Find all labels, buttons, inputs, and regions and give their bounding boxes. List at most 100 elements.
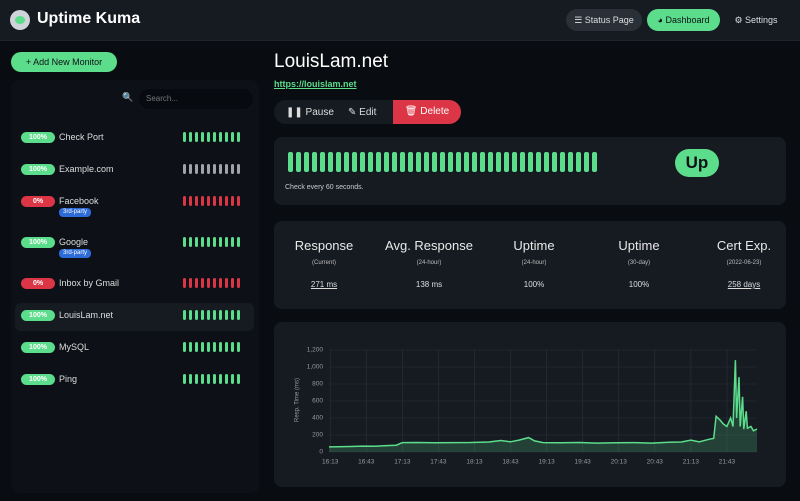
stat-title: Uptime	[513, 238, 555, 253]
heartbeat-bar	[189, 310, 192, 320]
x-tick-label: 18:13	[466, 459, 483, 466]
heartbeat-bar	[219, 237, 222, 247]
stat-title: Response	[294, 238, 354, 253]
y-tick-label: 1,000	[307, 364, 324, 371]
monitor-name[interactable]: Check Port	[59, 132, 104, 142]
heartbeat-bar	[225, 237, 228, 247]
heartbeat-bar	[219, 132, 222, 142]
heartbeat-bar	[520, 152, 525, 172]
heartbeat-bar	[416, 152, 421, 172]
heartbeat-bar	[225, 278, 228, 288]
monitor-tag: 3rd-party	[59, 249, 92, 258]
heartbeat-bar	[195, 278, 198, 288]
heartbeat-bar	[488, 152, 493, 172]
heartbeat-bar	[552, 152, 557, 172]
heartbeat-bar	[183, 164, 186, 174]
heartbeat-bar	[231, 342, 234, 352]
monitor-name[interactable]: Inbox by Gmail	[59, 278, 120, 288]
heartbeat-bar	[207, 196, 210, 206]
heartbeat-bar	[544, 152, 549, 172]
heartbeat-bar	[464, 152, 469, 172]
stat-value[interactable]: 271 ms	[310, 280, 338, 289]
heartbeat-bar	[231, 132, 234, 142]
heartbeat-bar	[183, 342, 186, 352]
monitor-name[interactable]: Ping	[59, 374, 78, 384]
nav-label: Status Page	[584, 15, 634, 25]
heartbeat-bar	[195, 342, 198, 352]
heartbeat-bar	[424, 152, 429, 172]
stat-value[interactable]: 258 days	[727, 280, 761, 289]
heartbeat-bar	[225, 196, 228, 206]
monitor-name[interactable]: Example.com	[59, 164, 114, 174]
uptime-badge: 0%	[21, 278, 55, 289]
add-monitor-button[interactable]: + Add New Monitor	[11, 52, 117, 72]
heartbeat-bar	[195, 237, 198, 247]
heartbeat-bar	[183, 196, 186, 206]
heartbeat-bar	[472, 152, 477, 172]
x-tick-label: 16:13	[322, 459, 339, 466]
nav-label: Settings	[745, 15, 778, 25]
nav-status-page[interactable]: ☰ Status Page	[566, 9, 642, 31]
x-tick-label: 20:13	[611, 459, 628, 466]
delete-button[interactable]: 🗑 Delete	[393, 100, 461, 124]
y-tick-label: 400	[312, 415, 323, 422]
edit-button[interactable]: ✎ Edit	[348, 107, 377, 118]
heartbeat-bar	[536, 152, 541, 172]
monitor-url[interactable]: https://louislam.net	[274, 79, 357, 89]
heartbeat-bar	[201, 132, 204, 142]
heartbeat-bar	[296, 152, 301, 172]
heartbeat-bar	[237, 374, 240, 384]
heartbeat-bar	[183, 132, 186, 142]
heartbeat-bar	[392, 152, 397, 172]
heartbeat-bar	[195, 374, 198, 384]
nav-dashboard[interactable]: ◕ Dashboard	[647, 9, 720, 31]
monitor-name[interactable]: LouisLam.net	[59, 310, 114, 320]
monitor-name[interactable]: MySQL	[59, 342, 90, 352]
heartbeat-bar	[189, 374, 192, 384]
stat-period: (30-day)	[627, 260, 651, 266]
heartbeat-bar	[237, 310, 240, 320]
heartbeat-bar	[183, 278, 186, 288]
heartbeat-bar	[368, 152, 373, 172]
heartbeat-bar	[231, 196, 234, 206]
heartbeat-bar	[207, 374, 210, 384]
heartbeat-bar	[189, 237, 192, 247]
nav-settings[interactable]: ⚙ Settings	[734, 15, 778, 25]
heartbeat-bar	[207, 278, 210, 288]
stat-title: Uptime	[618, 238, 660, 253]
heartbeat-bar	[219, 342, 222, 352]
heartbeat-bar	[225, 310, 228, 320]
monitor-title: LouisLam.net	[274, 51, 389, 72]
heartbeat-bar	[201, 196, 204, 206]
heartbeat-bar	[207, 164, 210, 174]
heartbeat-bar	[360, 152, 365, 172]
check-note: Check every 60 seconds.	[285, 184, 364, 191]
pause-button[interactable]: ❚❚ Pause	[286, 107, 334, 118]
monitor-tag: 3rd-party	[59, 208, 92, 217]
logo[interactable]	[10, 10, 30, 30]
search-input[interactable]: Search...	[139, 89, 253, 109]
uptime-badge: 100%	[21, 342, 55, 353]
heartbeat-bar	[207, 342, 210, 352]
stat-title: Cert Exp.	[716, 238, 772, 253]
line	[328, 360, 758, 448]
brand[interactable]: Uptime Kuma	[37, 10, 141, 27]
heartbeat-bar	[512, 152, 517, 172]
monitor-name[interactable]: Google	[59, 237, 89, 247]
x-tick-label: 16:43	[358, 459, 375, 466]
monitor-name[interactable]: Facebook	[59, 196, 99, 206]
heartbeat-bar	[219, 164, 222, 174]
button-label: Add New Monitor	[33, 57, 103, 67]
heartbeat-bar	[408, 152, 413, 172]
stat-period: (2022-06-23)	[726, 260, 762, 266]
heartbeat-bar	[376, 152, 381, 172]
heartbeat-bar	[213, 374, 216, 384]
heartbeat-bar	[336, 152, 341, 172]
heartbeat-bar	[201, 342, 204, 352]
heartbeat-bar	[328, 152, 333, 172]
y-axis-label: Resp. Time (ms)	[295, 378, 301, 422]
heartbeat-bar	[352, 152, 357, 172]
heartbeat-bar	[225, 132, 228, 142]
stat-value: 100%	[628, 280, 650, 289]
